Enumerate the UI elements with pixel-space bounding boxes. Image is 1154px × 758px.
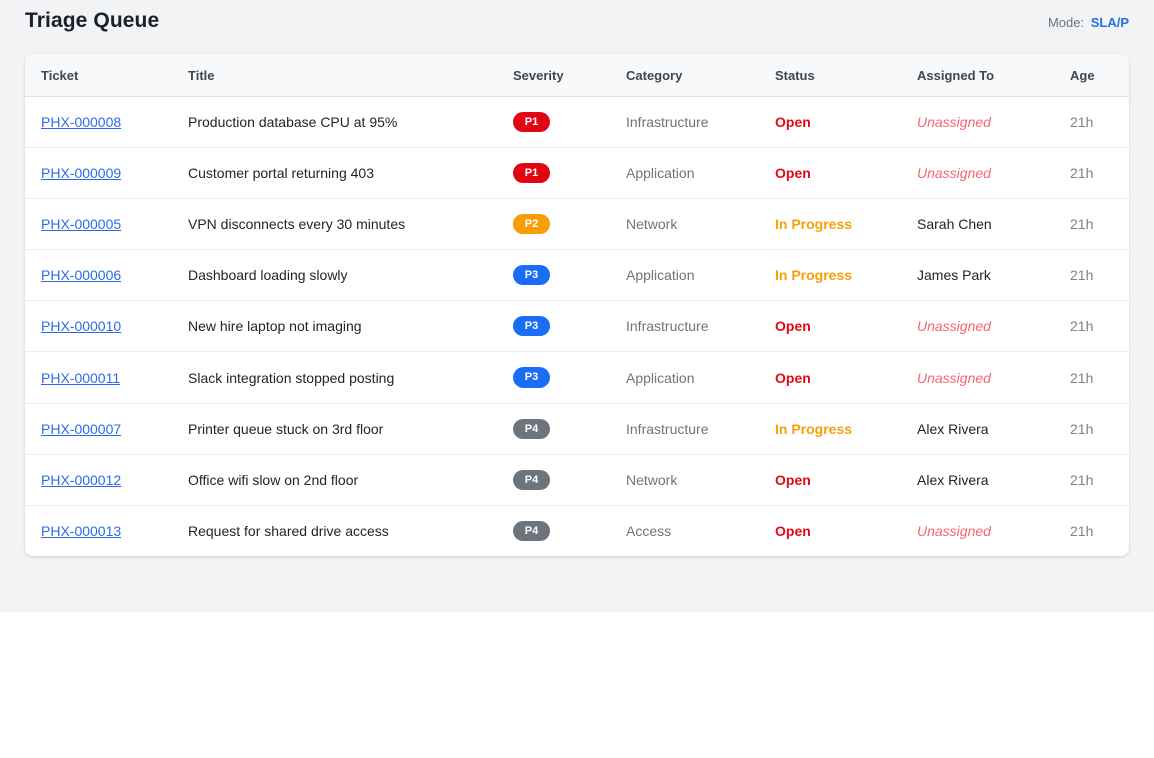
status-text: Open [775, 369, 811, 386]
category-cell: Infrastructure [626, 114, 709, 131]
age-cell: 21h [1054, 504, 1129, 556]
page-background: Triage Queue Mode: SLA/P Ticket Title Seve… [0, 0, 1154, 612]
table-row[interactable]: PHX-000005 VPN disconnects every 30 minu… [25, 198, 1129, 250]
severity-badge: P3 [513, 316, 550, 337]
age-cell: 21h [1054, 249, 1129, 301]
assigned-to: Sarah Chen [917, 216, 992, 233]
column-header: Title [172, 54, 497, 97]
mode-indicator: Mode: SLA/P [1048, 9, 1129, 30]
ticket-link[interactable]: PHX-000008 [41, 114, 122, 131]
assigned-to: Unassigned [917, 165, 991, 182]
ticket-link[interactable]: PHX-000006 [41, 267, 122, 284]
status-text: Open [775, 114, 811, 131]
category-cell: Network [610, 453, 759, 506]
assigned-to: Unassigned [917, 114, 991, 131]
category-cell: Access [610, 504, 759, 556]
column-header: Status [759, 54, 901, 97]
severity-badge: P1 [513, 163, 550, 184]
category-cell: Infrastructure [610, 300, 759, 352]
ticket-title: Production database CPU at 95% [188, 114, 398, 131]
table-row[interactable]: PHX-000006 Dashboard loading slowly P3 A… [25, 249, 1129, 301]
ticket-link[interactable]: PHX-000010 [41, 318, 122, 335]
ticket-title: Slack integration stopped posting [172, 351, 497, 404]
column-header: Category [610, 54, 759, 97]
severity-badge: P2 [513, 214, 550, 235]
assigned-to: Alex Rivera [917, 471, 989, 488]
triage-queue-card: Ticket Title Severity Category Status Assigne… [25, 54, 1129, 556]
ticket-title: Request for shared drive access [172, 504, 497, 556]
ticket-title: Dashboard loading slowly [172, 249, 497, 301]
topbar: Triage Queue Mode: SLA/P [25, 0, 1129, 54]
ticket-title: New hire laptop not imaging [172, 300, 497, 352]
age-cell: 21h [1070, 114, 1094, 131]
category-cell: Network [610, 198, 759, 250]
category-cell: Application [610, 351, 759, 404]
severity-badge: P3 [513, 265, 550, 286]
severity-badge: P4 [513, 520, 550, 541]
status-text: Open [775, 165, 811, 182]
age-cell: 21h [1054, 198, 1129, 250]
ticket-link[interactable]: PHX-000007 [41, 420, 122, 437]
severity-badge: P4 [513, 418, 550, 439]
assigned-to: Alex Rivera [917, 420, 989, 437]
table-header-row: Ticket Title Severity Category Status Assigne… [25, 54, 1129, 97]
status-text: Open [775, 522, 811, 539]
table-row[interactable]: PHX-000013 Request for shared drive acce… [25, 504, 1129, 556]
table-row[interactable]: PHX-000008 Production database CPU at 95… [25, 97, 1129, 148]
status-text: In Progress [775, 420, 853, 437]
status-text: Open [775, 318, 811, 335]
category-cell: Infrastructure [610, 402, 759, 455]
age-cell: 21h [1054, 453, 1129, 506]
assigned-to: Unassigned [917, 318, 991, 335]
table-row[interactable]: PHX-000011 Slack integration stopped pos… [25, 351, 1129, 404]
status-text: In Progress [775, 267, 853, 284]
ticket-table: Ticket Title Severity Category Status Assigne… [25, 54, 1129, 556]
age-cell: 21h [1054, 351, 1129, 404]
ticket-link[interactable]: PHX-000013 [41, 522, 122, 539]
category-cell: Application [610, 249, 759, 301]
severity-badge: P4 [513, 469, 550, 490]
ticket-link[interactable]: PHX-000009 [41, 165, 122, 182]
ticket-title: Printer queue stuck on 3rd floor [172, 402, 497, 455]
category-cell: Application [610, 147, 759, 199]
table-row[interactable]: PHX-000007 Printer queue stuck on 3rd fl… [25, 402, 1129, 455]
column-header: Age [1054, 54, 1129, 97]
column-header: Assigned To [901, 54, 1054, 97]
assigned-to: Unassigned [917, 369, 991, 386]
assigned-to: Unassigned [917, 522, 991, 539]
mode-label: Mode: [1047, 15, 1085, 30]
column-header: Severity [497, 54, 610, 97]
status-text: In Progress [775, 216, 853, 233]
assigned-to: James Park [917, 267, 991, 284]
age-cell: 21h [1054, 402, 1129, 455]
ticket-link[interactable]: PHX-000011 [41, 369, 121, 386]
table-row[interactable]: PHX-000010 New hire laptop not imaging P… [25, 300, 1129, 352]
table-body: PHX-000008 Production database CPU at 95… [25, 97, 1129, 556]
table-row[interactable]: PHX-000009 Customer portal returning 403… [25, 147, 1129, 199]
table-row[interactable]: PHX-000012 Office wifi slow on 2nd floor… [25, 453, 1129, 506]
ticket-link[interactable]: PHX-000005 [41, 216, 122, 233]
mode-value[interactable]: SLA/P [1090, 15, 1129, 30]
status-text: Open [775, 471, 811, 488]
ticket-title: VPN disconnects every 30 minutes [172, 198, 497, 250]
ticket-title: Office wifi slow on 2nd floor [172, 453, 497, 506]
column-header: Ticket [25, 54, 172, 97]
age-cell: 21h [1054, 147, 1129, 199]
ticket-link[interactable]: PHX-000012 [41, 471, 122, 488]
severity-badge: P1 [513, 112, 550, 133]
severity-badge: P3 [513, 367, 550, 388]
page-title: Triage Queue [25, 9, 160, 32]
age-cell: 21h [1054, 300, 1129, 352]
ticket-title: Customer portal returning 403 [172, 147, 497, 199]
